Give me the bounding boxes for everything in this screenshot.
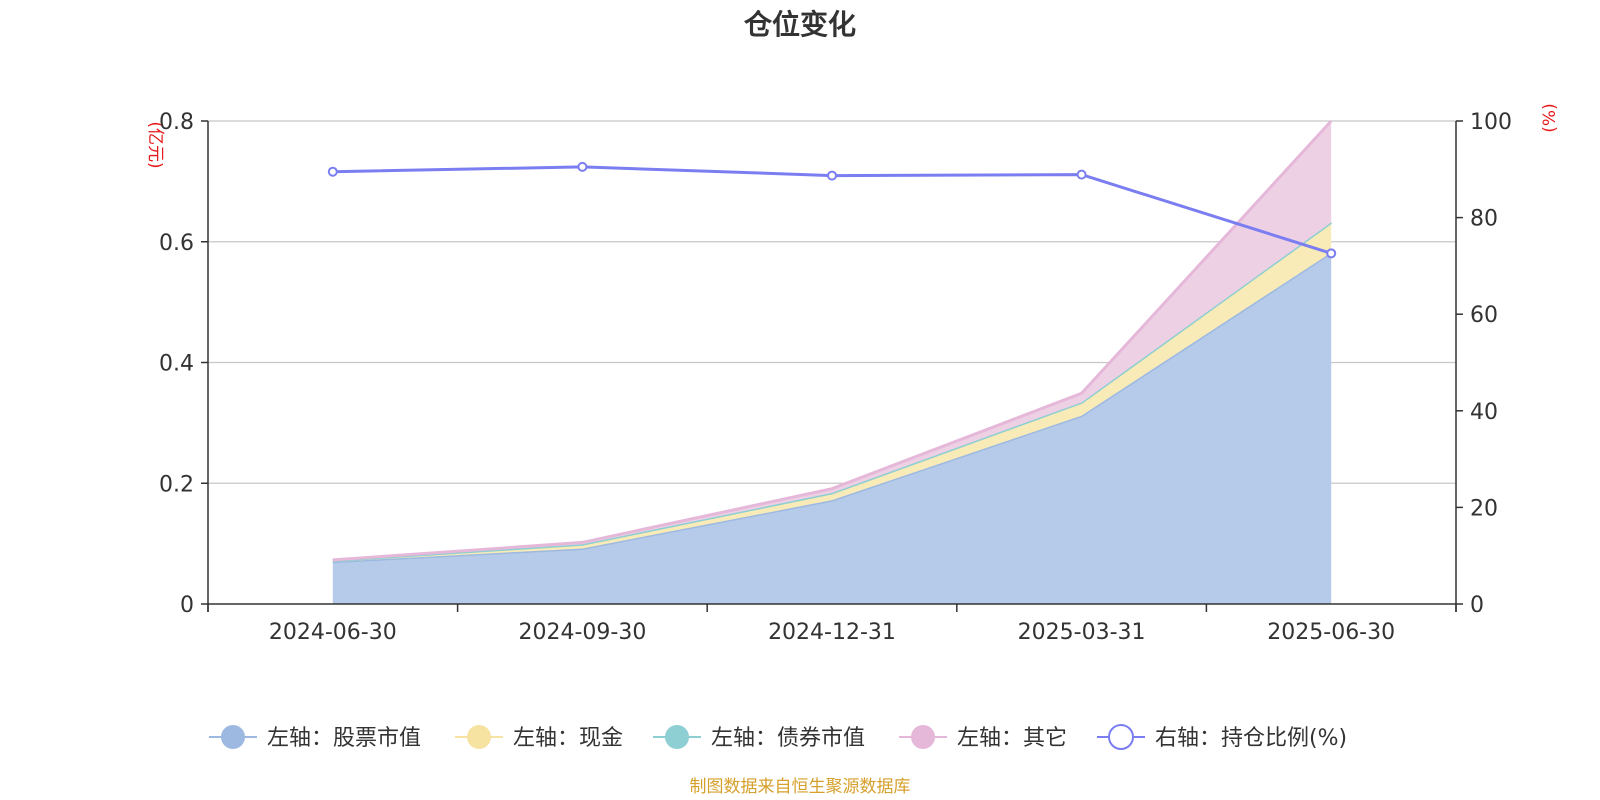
left-axis-tick-label: 0.4 [159,352,194,377]
right-axis-tick-label: 100 [1470,110,1512,135]
legend-item-2[interactable]: 左轴：债券市值 [653,725,865,751]
legend-label: 左轴：现金 [513,726,623,751]
right-axis-tick-label: 40 [1470,400,1498,425]
axes: 0 0.2 0.4 0.6 0.8 0 20 40 60 80 100 2024-06-30 2024-… [159,110,1512,645]
legend-marker [467,725,491,749]
legend-marker [911,725,935,749]
legend-label: 右轴：持仓比例(%) [1155,726,1347,751]
right-axis-tick-label: 0 [1470,593,1484,618]
x-axis-tick-label: 2025-03-31 [1018,620,1146,645]
legend[interactable]: 左轴：股票市值 左轴：现金 左轴：债券市值 左轴：其它 右轴：持仓比例(%) [209,724,1347,751]
source-note: 制图数据来自恒生聚源数据库 [690,777,911,797]
legend-item-1[interactable]: 左轴：现金 [455,725,623,751]
right-axis-tick-label: 80 [1470,207,1498,232]
legend-label: 左轴：债券市值 [711,726,865,751]
x-axis-tick-label: 2025-06-30 [1267,620,1395,645]
right-axis-tick-label: 60 [1470,303,1498,328]
legend-marker [1108,724,1134,750]
left-axis-tick-label: 0.8 [159,110,194,135]
area-series-0 [332,252,1332,604]
legend-item-0[interactable]: 左轴：股票市值 [209,725,421,751]
legend-marker [221,725,245,749]
line-point [827,170,837,181]
chart-title: 仓位变化 [744,8,856,41]
x-axis-tick-label: 2024-09-30 [518,620,646,645]
left-axis-unit: (亿元) [145,121,165,168]
legend-label: 左轴：其它 [957,726,1067,751]
left-axis-tick-label: 0 [180,593,194,618]
line-point [327,166,338,177]
legend-item-3[interactable]: 左轴：其它 [899,725,1067,751]
line-point [1076,169,1087,180]
right-axis-unit: (%) [1540,103,1560,132]
x-axis-tick-label: 2024-06-30 [269,620,397,645]
x-axis-tick-label: 2024-12-31 [768,620,896,645]
legend-marker [665,725,689,749]
line-point [577,161,588,172]
holding-ratio-line [327,161,1337,259]
line-point [1326,248,1337,259]
area-series-edge-3 [332,119,1333,562]
stacked-areas [332,119,1333,604]
left-axis-tick-label: 0.2 [159,472,194,497]
left-axis-tick-label: 0.6 [159,231,194,256]
right-axis-tick-label: 20 [1470,496,1498,521]
legend-item-4[interactable]: 右轴：持仓比例(%) [1097,724,1347,751]
legend-label: 左轴：股票市值 [267,726,421,751]
